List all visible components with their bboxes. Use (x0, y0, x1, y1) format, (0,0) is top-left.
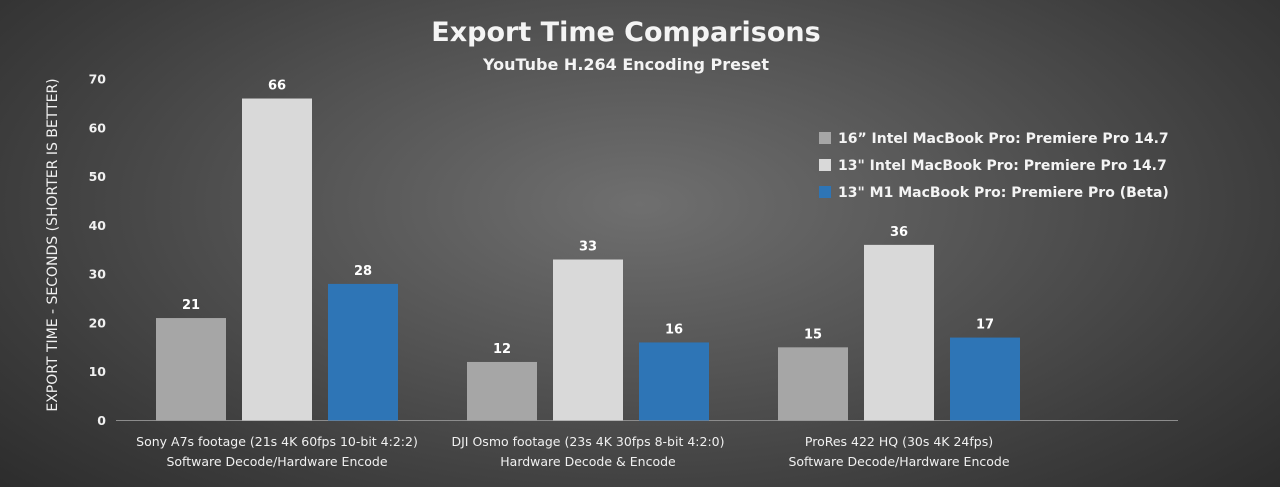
category-label: Sony A7s footage (21s 4K 60fps 10-bit 4:… (136, 434, 418, 449)
bar-value-label: 21 (182, 298, 200, 313)
category-label: DJI Osmo footage (23s 4K 30fps 8-bit 4:2… (452, 434, 725, 449)
bar (950, 337, 1020, 421)
category-label: Software Decode/Hardware Encode (788, 454, 1009, 469)
bar (467, 361, 537, 421)
y-tick-label: 10 (89, 364, 107, 379)
y-tick-label: 60 (89, 120, 107, 135)
bar-series (156, 98, 1020, 421)
category-label: ProRes 422 HQ (30s 4K 24fps) (805, 434, 993, 449)
y-axis-label: EXPORT TIME - SECONDS (SHORTER IS BETTER… (45, 78, 61, 411)
bar-value-label: 66 (268, 79, 286, 94)
bar-value-label: 12 (493, 342, 511, 357)
legend: 16” Intel MacBook Pro: Premiere Pro 14.7… (819, 131, 1169, 201)
bar (242, 98, 312, 421)
bar-value-label: 16 (665, 322, 683, 337)
bar (553, 259, 623, 421)
bar (156, 318, 226, 421)
legend-label: 13" Intel MacBook Pro: Premiere Pro 14.7 (838, 158, 1167, 174)
y-tick-label: 50 (89, 169, 107, 184)
x-axis-categories: Sony A7s footage (21s 4K 60fps 10-bit 4:… (136, 434, 1010, 469)
bar (864, 244, 934, 421)
legend-label: 16” Intel MacBook Pro: Premiere Pro 14.7 (838, 131, 1169, 147)
chart-subtitle: YouTube H.264 Encoding Preset (482, 55, 769, 74)
bar (328, 283, 398, 421)
bar (639, 342, 709, 421)
legend-swatch (819, 186, 831, 198)
y-tick-label: 0 (97, 413, 106, 428)
category-label: Hardware Decode & Encode (500, 454, 676, 469)
chart-title: Export Time Comparisons (431, 17, 820, 48)
y-tick-label: 30 (89, 267, 107, 282)
bar-value-label: 28 (354, 264, 372, 279)
y-axis-ticks: 0 10 20 30 40 50 60 70 (89, 72, 107, 429)
value-labels: 21 12 15 66 33 36 28 16 17 (182, 79, 994, 357)
bar (778, 347, 848, 421)
legend-swatch (819, 132, 831, 144)
category-label: Software Decode/Hardware Encode (166, 454, 387, 469)
legend-label: 13" M1 MacBook Pro: Premiere Pro (Beta) (838, 185, 1169, 201)
y-tick-label: 20 (89, 315, 107, 330)
bar-value-label: 15 (804, 327, 822, 342)
y-tick-label: 70 (89, 72, 107, 87)
bar-value-label: 17 (976, 318, 994, 333)
y-tick-label: 40 (89, 218, 107, 233)
bar-value-label: 33 (579, 240, 597, 255)
bar-value-label: 36 (890, 225, 908, 240)
legend-swatch (819, 159, 831, 171)
